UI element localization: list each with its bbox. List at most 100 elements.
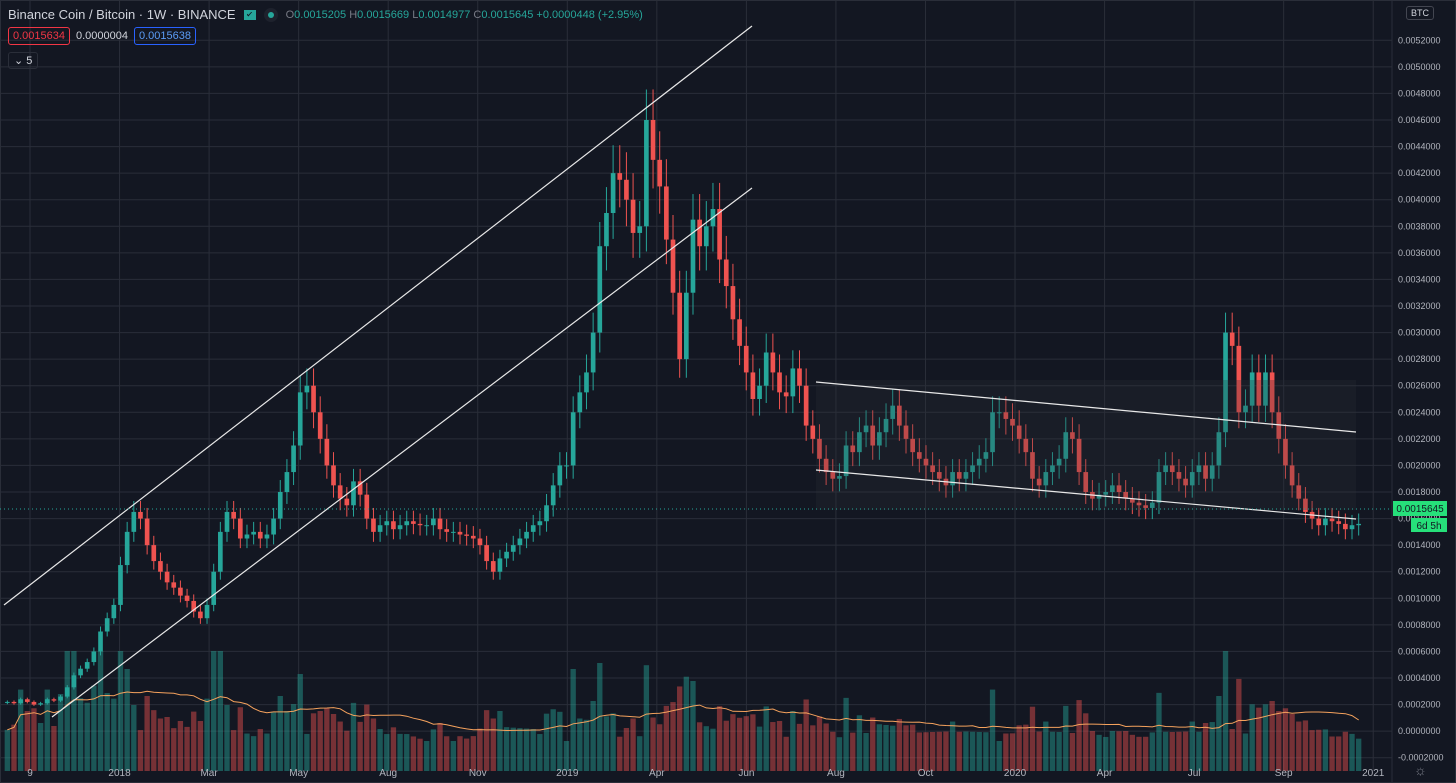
candle-body <box>923 458 929 466</box>
volume-bar <box>197 721 204 771</box>
candle-body <box>1176 472 1182 479</box>
channel-upper-line-2[interactable] <box>815 381 1357 433</box>
volume-bar <box>317 711 323 771</box>
candle-body <box>364 494 370 519</box>
candle-body <box>371 518 376 532</box>
volume-bar <box>1043 721 1049 771</box>
candle-body <box>324 438 330 466</box>
volume-bar <box>770 722 776 771</box>
candle-body <box>936 472 942 479</box>
volume-bar <box>883 725 889 771</box>
candle-body <box>1289 465 1295 486</box>
volume-bar <box>350 702 357 771</box>
indicators-collapse-button[interactable]: ⌄ 5 <box>8 52 39 69</box>
volume-bar <box>756 726 763 771</box>
candle-body <box>138 511 143 519</box>
candle-body <box>464 534 469 536</box>
volume-bar <box>1136 736 1142 771</box>
candle-body <box>377 525 383 532</box>
candle-body <box>91 651 97 663</box>
candle-body <box>224 511 230 532</box>
volume-bar <box>1222 651 1229 771</box>
candle-body <box>770 352 776 373</box>
candle-body <box>218 531 223 572</box>
settings-gear-icon[interactable]: ☼ <box>1414 762 1427 778</box>
candle-body <box>1056 458 1062 466</box>
volume-bar <box>390 727 397 771</box>
candle-body <box>697 219 702 247</box>
price-tick-label: 0.0006000 <box>1398 646 1441 656</box>
volume-bar <box>137 730 144 771</box>
volume-bar <box>1316 729 1322 771</box>
volume-bar <box>191 711 197 771</box>
candle-body <box>604 213 609 247</box>
candle-body <box>810 425 816 439</box>
eye-icon[interactable] <box>263 7 278 22</box>
last-price-label: 0.0015645 <box>1396 504 1444 515</box>
sell-price-button[interactable]: 0.0015634 <box>8 27 70 45</box>
volume-bar <box>1289 714 1295 771</box>
volume-bar <box>490 718 496 771</box>
volume-bar <box>810 725 816 771</box>
channel-lower-line-1[interactable] <box>51 187 753 718</box>
candle-body <box>850 445 856 453</box>
candle-body <box>431 518 436 526</box>
candle-body <box>337 485 343 499</box>
candle-body <box>344 498 350 506</box>
volume-bar <box>816 716 823 771</box>
candle-body <box>98 631 103 652</box>
price-tick-label: 0.0044000 <box>1398 142 1441 152</box>
volume-bar <box>1049 731 1056 771</box>
candle-body <box>577 392 583 413</box>
volume-bar <box>370 718 377 771</box>
volume-bar <box>457 736 463 771</box>
volume-bar <box>983 732 989 771</box>
time-tick-label: 2018 <box>108 768 131 779</box>
candle-body <box>797 368 802 386</box>
candle-body <box>1209 465 1215 479</box>
candle-body <box>777 372 782 393</box>
candle-body <box>1189 472 1195 486</box>
candle-body <box>271 518 276 535</box>
symbol-title[interactable]: Binance Coin / Bitcoin · 1W · BINANCE <box>8 7 236 22</box>
volume-bar <box>1069 733 1076 771</box>
buy-price-button[interactable]: 0.0015638 <box>134 27 196 45</box>
candle-body <box>417 523 423 526</box>
volume-bar <box>111 698 117 771</box>
volume-bar <box>1156 692 1162 771</box>
time-axis[interactable]: 9 2018 Mar May Aug Nov 2019 Apr Jun Aug Oct 2020 Apr… <box>27 768 1385 779</box>
volume-bar <box>1169 732 1175 771</box>
price-tick-label: -0.0002000 <box>1398 753 1444 763</box>
volume-bar <box>677 686 683 771</box>
candle-body <box>178 587 183 596</box>
volume-bar <box>1142 736 1149 771</box>
candle-body <box>1183 478 1188 486</box>
volume-bar <box>863 733 869 771</box>
volume-bars <box>4 651 1362 771</box>
volume-bar <box>1216 696 1222 771</box>
currency-label[interactable]: BTC <box>1406 6 1434 20</box>
trend-lines[interactable] <box>3 25 1357 718</box>
candle-body <box>424 525 430 527</box>
candle-body <box>783 392 789 397</box>
volume-bar <box>1296 721 1302 771</box>
volume-bar <box>1129 734 1136 771</box>
candle-body <box>38 703 43 705</box>
volume-bar <box>537 734 543 771</box>
channel-lower-line-2[interactable] <box>815 469 1357 520</box>
candle-body <box>990 412 995 453</box>
volume-bar <box>304 733 310 771</box>
candle-body <box>317 412 323 439</box>
candle-body <box>1216 432 1222 466</box>
volume-bar <box>1336 736 1342 771</box>
candle-body <box>570 412 576 466</box>
candle-body <box>1349 525 1355 530</box>
volume-bar <box>517 728 523 771</box>
candle-body <box>1116 485 1122 492</box>
candle-body <box>1203 465 1208 479</box>
price-axis[interactable]: 0.0052000 0.0050000 0.0048000 0.0046000 0.00… <box>1391 0 1444 783</box>
flag-icon[interactable] <box>243 9 256 20</box>
volume-moving-average-line <box>7 690 1359 732</box>
candle-body <box>1163 465 1168 473</box>
